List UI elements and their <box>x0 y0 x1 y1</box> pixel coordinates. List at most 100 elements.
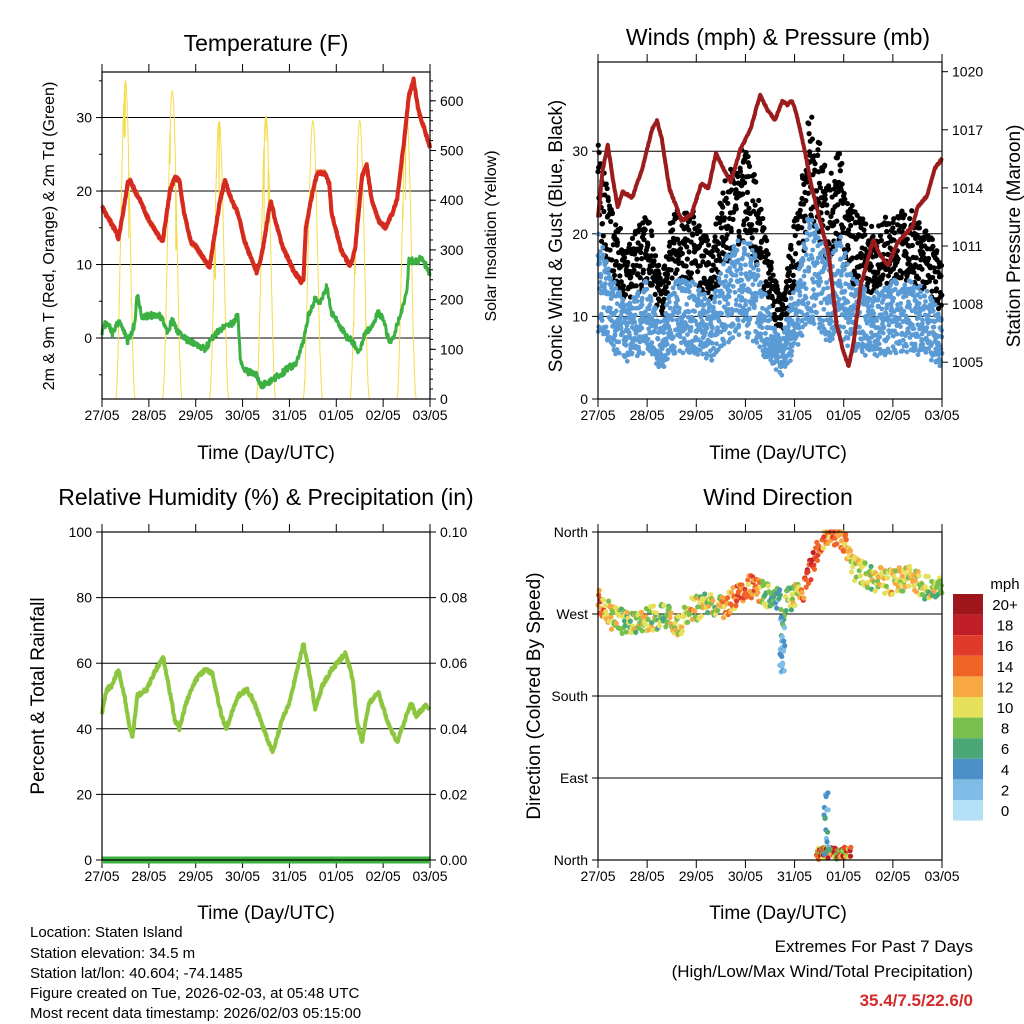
wind-point <box>664 341 670 347</box>
wind-point <box>904 343 910 349</box>
direction-point <box>610 610 616 616</box>
wind-point <box>917 283 923 289</box>
wind-point <box>859 349 865 355</box>
direction-point <box>853 574 859 580</box>
colorbar-label: 12 <box>997 679 1014 696</box>
wind-point <box>612 332 618 338</box>
gust-point <box>683 263 689 269</box>
gust-point <box>620 287 626 293</box>
winds-title: Winds (mph) & Pressure (mb) <box>626 24 930 50</box>
wind-point <box>876 341 882 347</box>
direction-point <box>868 563 874 570</box>
gust-point <box>911 269 917 275</box>
gust-point <box>598 238 605 244</box>
direction-point <box>882 590 888 596</box>
y-tick-label-right: 0.08 <box>440 590 467 606</box>
direction-point <box>811 566 818 572</box>
wind-point <box>735 238 741 244</box>
wind-point <box>722 305 728 311</box>
direction-point <box>733 598 740 604</box>
wind-point <box>767 304 772 310</box>
wind-point <box>642 309 648 315</box>
wind-point <box>905 326 911 332</box>
dewpoint-line <box>100 254 432 390</box>
gust-point <box>898 275 904 281</box>
gust-point <box>809 136 815 142</box>
wind-point <box>711 345 716 351</box>
gust-point <box>839 160 845 167</box>
gust-point <box>868 263 874 269</box>
gust-point <box>836 151 843 157</box>
gust-point <box>723 195 729 201</box>
direction-point <box>789 591 795 598</box>
gust-point <box>788 246 794 252</box>
gust-point <box>933 286 940 292</box>
gust-point <box>705 242 712 248</box>
direction-point <box>619 630 625 637</box>
wind-point <box>893 281 899 287</box>
direction-point <box>799 589 805 596</box>
gust-point <box>925 255 932 262</box>
gust-point <box>743 149 749 156</box>
y-tick-label-right: 0.06 <box>440 655 467 671</box>
gust-point <box>930 243 936 250</box>
colorbar-swatch <box>953 635 983 656</box>
wind-point <box>920 317 925 323</box>
direction-point <box>645 616 651 623</box>
x-tick-label: 01/05 <box>319 407 354 423</box>
temperature-axes: 27/05 28/05 29/05 30/05 31/05 01/05 02/05 03/05… <box>76 64 464 423</box>
wind-point <box>728 277 734 283</box>
direction-point <box>639 609 645 616</box>
wind-point <box>704 352 710 358</box>
wind-point <box>599 318 605 323</box>
wind-point <box>801 273 807 279</box>
gust-point <box>901 222 907 228</box>
gust-point <box>649 232 655 239</box>
gust-point <box>938 273 944 279</box>
gust-point <box>822 162 828 168</box>
wind-point <box>820 257 826 262</box>
wind-point <box>702 291 707 297</box>
wind-point <box>891 333 896 339</box>
y-tick-label: North <box>554 524 588 540</box>
wind-point <box>825 285 830 291</box>
wind-point <box>929 341 934 347</box>
wind-point <box>620 297 626 303</box>
gust-point <box>716 240 722 246</box>
wind-point <box>931 324 937 330</box>
gust-point <box>641 231 647 237</box>
gust-point <box>880 272 886 278</box>
direction-point <box>613 620 619 626</box>
gust-point <box>719 210 725 216</box>
colorbar-swatch <box>953 717 983 739</box>
direction-point <box>826 846 832 852</box>
wind-point <box>904 349 910 355</box>
wind-point <box>798 278 803 283</box>
gust-point <box>601 208 607 215</box>
wind-point <box>676 309 682 315</box>
gust-point <box>753 179 759 185</box>
wind-point <box>749 248 755 253</box>
y-tick-label-right: 1011 <box>952 238 982 254</box>
gust-point <box>744 216 750 222</box>
gust-point <box>718 225 724 231</box>
gust-point <box>624 249 631 255</box>
direction-point <box>633 629 639 635</box>
wind-point <box>710 325 716 331</box>
gust-point <box>745 153 751 160</box>
wind-point <box>712 299 717 305</box>
gust-point <box>825 225 831 231</box>
gust-point <box>661 296 667 302</box>
direction-point <box>600 597 606 603</box>
info-location: Location: Staten Island <box>30 924 183 941</box>
direction-point <box>938 582 944 589</box>
wind-point <box>796 298 802 304</box>
wind-point <box>799 309 804 315</box>
y-tick-label: 60 <box>76 655 92 671</box>
x-tick-label: 31/05 <box>272 868 307 884</box>
wind-point <box>710 305 716 311</box>
gust-point <box>712 234 718 240</box>
wind-point <box>838 243 844 249</box>
wind-point <box>809 217 815 223</box>
gust-point <box>697 228 703 234</box>
